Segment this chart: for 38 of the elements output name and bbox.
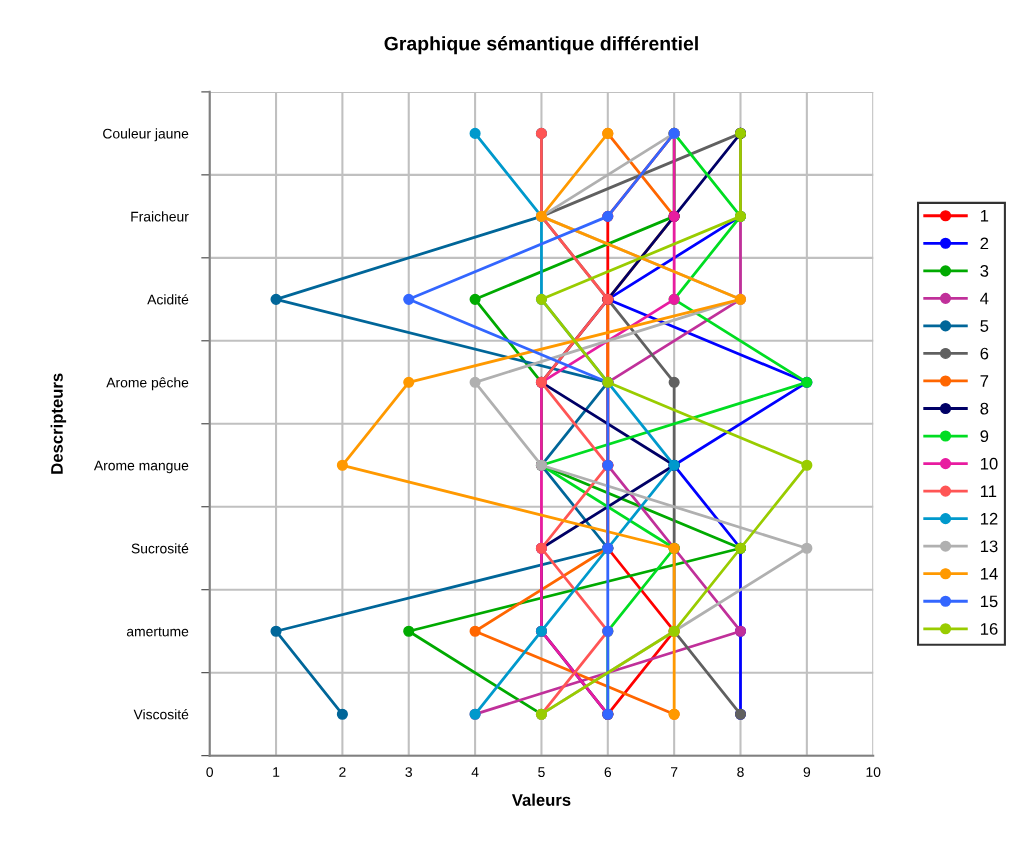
x-tick-label: 0 — [206, 767, 214, 777]
legend-label: 14 — [980, 568, 998, 580]
legend-label: 4 — [980, 292, 989, 305]
y-tick-label: Couleur jaune — [103, 128, 189, 142]
x-tick-label: 7 — [671, 767, 678, 777]
y-tick-label: Viscosité — [133, 709, 189, 720]
legend-label: 6 — [980, 347, 989, 360]
x-tick-label: 1 — [273, 767, 280, 777]
legend-label: 3 — [980, 265, 989, 277]
y-tick-label: Arome pêche — [106, 377, 189, 391]
x-tick-label: 10 — [866, 767, 881, 777]
y-tick-label: amertume — [126, 627, 189, 637]
legend-label: 8 — [980, 402, 989, 415]
y-tick-label: Arome mangue — [93, 460, 189, 474]
legend-label: 16 — [980, 622, 998, 635]
chart-title: Graphique sémantique différentiel — [384, 35, 698, 55]
x-tick-label: 9 — [803, 767, 811, 777]
legend-label: 5 — [980, 320, 989, 332]
legend-label: 12 — [980, 512, 998, 525]
y-tick-label: Acidité — [147, 294, 189, 305]
y-tick-label: Sucrosité — [131, 543, 189, 554]
x-tick-label: 4 — [471, 767, 479, 777]
legend-label: 15 — [980, 595, 998, 608]
legend-label: 11 — [980, 485, 997, 497]
y-tick-label: Fraicheur — [131, 211, 189, 222]
x-axis-title: Valeurs — [511, 793, 571, 806]
legend-label: 10 — [980, 457, 998, 470]
legend-label: 1 — [980, 210, 989, 222]
x-tick-label: 6 — [604, 767, 612, 777]
legend-label: 9 — [980, 430, 989, 443]
x-tick-label: 2 — [339, 767, 346, 777]
legend-label: 2 — [980, 237, 989, 250]
legend-label: 7 — [980, 375, 989, 387]
legend-label: 13 — [980, 540, 998, 553]
x-tick-label: 3 — [405, 767, 412, 777]
y-axis-title: Descripteurs — [50, 373, 67, 474]
x-tick-label: 8 — [737, 767, 744, 777]
x-tick-label: 5 — [538, 767, 545, 777]
